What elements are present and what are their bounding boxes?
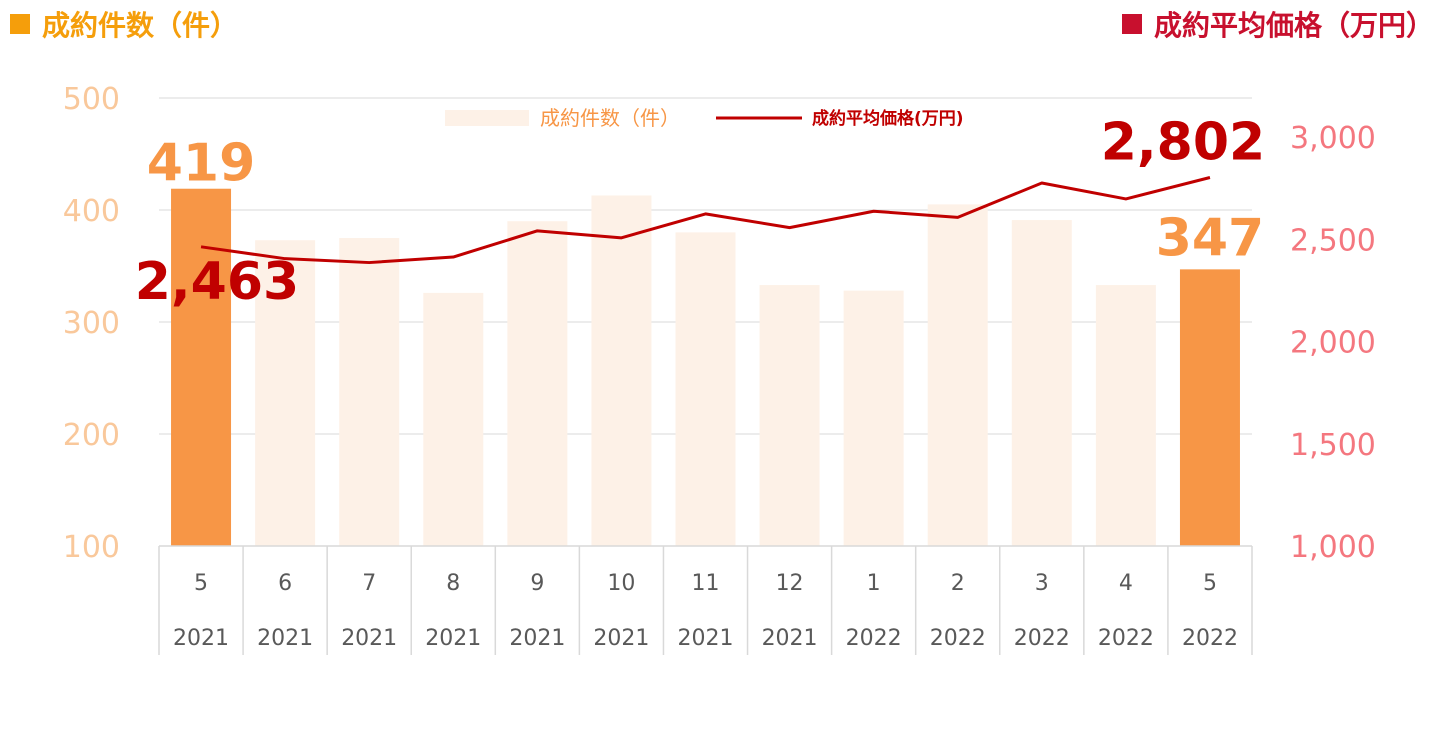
x-tick-label-year: 2021 — [762, 626, 818, 651]
left-axis-tick-label: 500 — [63, 82, 120, 117]
x-tick-label-month: 3 — [1035, 571, 1049, 596]
x-tick-label-month: 5 — [1203, 571, 1217, 596]
x-tick-label-month: 11 — [692, 571, 720, 596]
x-tick-label-year: 2022 — [1182, 626, 1238, 651]
bar — [1095, 285, 1156, 546]
right-axis-tick-label: 2,500 — [1290, 223, 1376, 258]
bar-data-label-first: 419 — [147, 134, 256, 194]
x-tick-label-month: 4 — [1119, 571, 1133, 596]
x-tick-label-year: 2022 — [1014, 626, 1070, 651]
legend-bar-swatch — [445, 110, 529, 126]
right-axis-title: 成約平均価格（万円） — [1121, 4, 1434, 44]
x-tick-label-month: 2 — [951, 571, 965, 596]
x-tick-label-month: 8 — [446, 571, 460, 596]
line-data-label-first: 2,463 — [135, 252, 299, 312]
x-tick-label-year: 2021 — [341, 626, 397, 651]
x-tick-label-year: 2022 — [1098, 626, 1154, 651]
bar — [927, 204, 988, 546]
x-tick-label-month: 7 — [362, 571, 376, 596]
price-line — [200, 176, 1211, 265]
left-axis-tick-label: 100 — [63, 530, 120, 565]
left-axis-tick-label: 400 — [63, 194, 120, 229]
bar — [1011, 220, 1072, 546]
bar — [507, 221, 568, 546]
right-axis-tick-label: 3,000 — [1290, 121, 1376, 156]
left-title-square-icon — [10, 14, 30, 34]
x-tick-label-month: 12 — [776, 571, 804, 596]
right-title-square-icon — [1121, 14, 1142, 34]
x-tick-label-year: 2021 — [593, 626, 649, 651]
bar — [675, 232, 736, 546]
x-tick-label-year: 2021 — [257, 626, 313, 651]
bar — [339, 238, 400, 546]
right-axis-tick-label: 1,000 — [1290, 530, 1376, 565]
right-title-label: 成約平均価格（万円） — [1153, 9, 1434, 42]
bar — [255, 240, 316, 547]
legend-bar-label: 成約件数（件） — [540, 106, 680, 130]
legend-line-label: 成約平均価格(万円) — [812, 108, 964, 129]
bar — [843, 290, 904, 546]
x-tick-label-year: 2021 — [425, 626, 481, 651]
right-axis-tick-label: 1,500 — [1290, 428, 1376, 463]
x-tick-label-month: 10 — [607, 571, 635, 596]
left-axis-title: 成約件数（件） — [10, 4, 238, 44]
bar — [423, 292, 484, 546]
bar — [1179, 269, 1240, 546]
x-tick-label-month: 6 — [278, 571, 292, 596]
right-axis-tick-label: 2,000 — [1290, 326, 1376, 361]
x-tick-label-month: 1 — [867, 571, 881, 596]
left-axis-tick-label: 200 — [63, 418, 120, 453]
x-tick-label-month: 5 — [194, 571, 208, 596]
x-tick-label-year: 2021 — [678, 626, 734, 651]
x-tick-label-year: 2022 — [930, 626, 986, 651]
left-axis-tick-label: 300 — [63, 306, 120, 341]
bar — [759, 285, 820, 546]
x-tick-label-month: 9 — [530, 571, 544, 596]
bar — [171, 188, 232, 546]
x-tick-label-year: 2021 — [509, 626, 565, 651]
bar-data-label-last: 347 — [1156, 208, 1265, 268]
x-tick-label-year: 2022 — [846, 626, 902, 651]
x-tick-label-year: 2021 — [173, 626, 229, 651]
bar — [591, 195, 652, 546]
line-data-label-last: 2,802 — [1101, 112, 1265, 172]
left-title-label: 成約件数（件） — [42, 9, 239, 42]
